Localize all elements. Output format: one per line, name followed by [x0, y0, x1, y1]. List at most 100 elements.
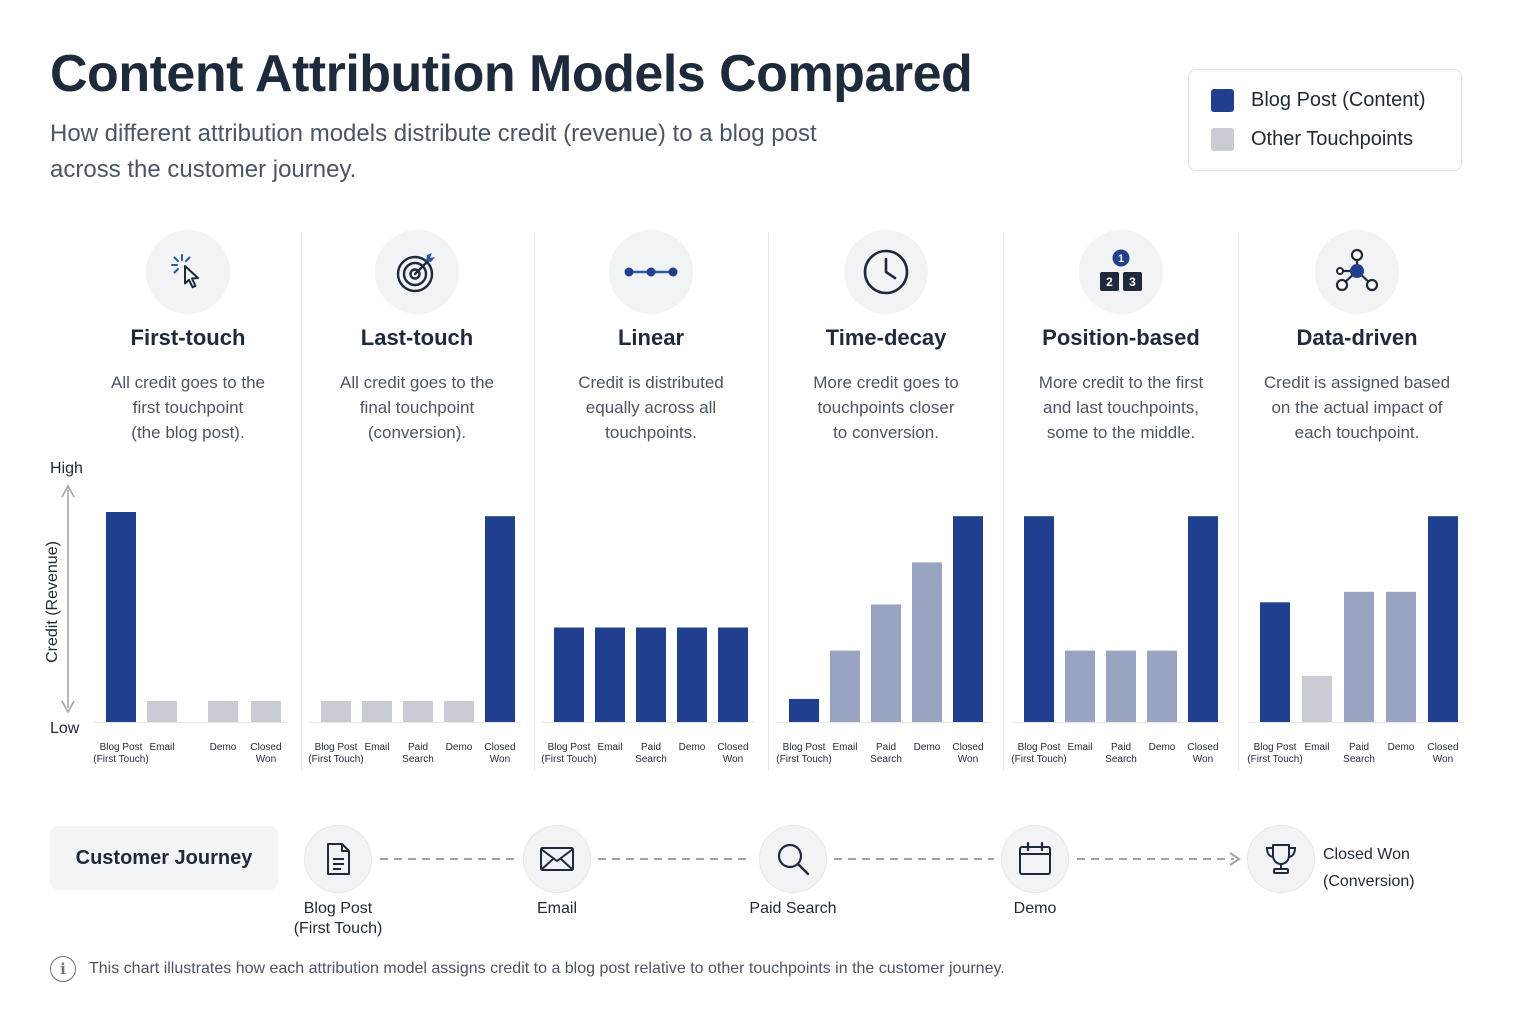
panel-divider — [301, 232, 302, 770]
attribution-charts: High Low Credit (Revenue) Blog Post (Firs… — [44, 460, 1464, 765]
model-description-linear: Credit is distributed equally across all… — [578, 373, 724, 442]
x-tick-label: Blog Post (First Touch) — [308, 742, 363, 765]
model-title-position-based: Position-based — [1042, 325, 1200, 350]
bar-position-based-2 — [1065, 650, 1095, 722]
document-icon — [304, 825, 372, 893]
legend-swatch-blog-post — [1211, 89, 1234, 112]
model-panel-position-based: 1 2 3 Position-based More credit to the … — [1011, 230, 1231, 770]
panel-divider — [1238, 232, 1239, 770]
bar-last-touch-3 — [403, 701, 433, 722]
x-tick-label: Blog Post (First Touch) — [93, 742, 148, 765]
x-tick-label: Demo — [1149, 742, 1176, 753]
model-description-position-based: More credit to the first and last touchp… — [1038, 373, 1204, 442]
bar-linear-1 — [554, 627, 584, 722]
x-tick-label: Closed Won — [952, 742, 983, 765]
podium-icon: 1 2 3 — [1079, 230, 1163, 314]
bar-position-based-3 — [1106, 650, 1136, 722]
x-tick-label: Closed Won — [1187, 742, 1218, 765]
x-tick-label: Email — [597, 742, 622, 753]
bar-linear-5 — [718, 627, 748, 722]
bar-linear-2 — [595, 627, 625, 722]
x-tick-label: Demo — [914, 742, 941, 753]
page-title: Content Attribution Models Compared — [50, 45, 973, 103]
model-title-data-driven: Data-driven — [1296, 325, 1418, 350]
journey-step-label-demo: Demo — [1013, 900, 1057, 917]
model-title-linear: Linear — [617, 325, 685, 350]
model-description-data-driven: Credit is assigned based on the actual i… — [1263, 373, 1451, 442]
bar-time-decay-5 — [953, 516, 983, 722]
legend-item-blog-post: Blog Post (Content) — [1211, 89, 1426, 112]
x-tick-label: Demo — [210, 742, 237, 753]
bar-time-decay-1 — [789, 698, 819, 722]
panel-divider — [768, 232, 769, 770]
y-axis-arrow-up — [61, 484, 75, 498]
journey-step-label-blog-post: Blog Post (First Touch) — [293, 900, 383, 937]
legend-swatch-other-touchpoints — [1211, 128, 1234, 151]
bar-last-touch-2 — [362, 701, 392, 722]
magnifier-icon — [759, 825, 827, 893]
target-icon — [375, 230, 459, 314]
legend-label-blog-post: Blog Post (Content) — [1251, 89, 1426, 111]
x-tick-label: Closed Won — [1427, 742, 1458, 765]
bar-data-driven-1 — [1260, 602, 1290, 722]
bar-first-touch-4 — [208, 701, 238, 722]
bar-first-touch-2 — [147, 701, 177, 722]
x-tick-label: Closed Won — [250, 742, 281, 765]
model-panel-last-touch: Last-touch All credit goes to the final … — [307, 230, 527, 770]
x-tick-label: Email — [364, 742, 389, 753]
bar-data-driven-5 — [1428, 516, 1458, 722]
x-tick-label: Paid Search — [1343, 742, 1375, 765]
podium-number-3: 3 — [1129, 275, 1136, 289]
cursor-click-icon — [146, 230, 230, 314]
journey-arrowhead — [1229, 852, 1241, 866]
x-tick-label: Email — [832, 742, 857, 753]
y-axis-high-label: High — [50, 460, 83, 477]
model-title-time-decay: Time-decay — [825, 325, 947, 350]
bar-first-touch-1 — [106, 512, 136, 722]
x-tick-label: Email — [149, 742, 174, 753]
model-panel-time-decay: Time-decay More credit goes to touchpoin… — [776, 230, 996, 770]
legend-label-other-touchpoints: Other Touchpoints — [1251, 128, 1413, 150]
model-title-first-touch: First-touch — [130, 325, 246, 350]
network-icon — [1315, 230, 1399, 314]
journey-step-label-email: Email — [536, 900, 577, 917]
model-title-last-touch: Last-touch — [360, 325, 474, 350]
envelope-icon — [523, 825, 591, 893]
model-description-first-touch: All credit goes to the first touchpoint … — [110, 373, 266, 442]
customer-journey-title: Customer Journey — [50, 826, 278, 890]
bar-time-decay-3 — [871, 604, 901, 722]
x-tick-label: Demo — [446, 742, 473, 753]
x-tick-label: Demo — [1388, 742, 1415, 753]
model-description-last-touch: All credit goes to the final touchpoint … — [339, 373, 495, 442]
bar-data-driven-3 — [1344, 591, 1374, 722]
y-axis-label: Credit (Revenue) — [44, 541, 61, 663]
calendar-icon — [1001, 825, 1069, 893]
bar-data-driven-2 — [1302, 675, 1332, 722]
bar-last-touch-4 — [444, 701, 474, 722]
x-tick-label: Email — [1304, 742, 1329, 753]
journey-step-label-paid-search: Paid Search — [749, 900, 837, 917]
model-panel-linear: Linear Credit is distributed equally acr… — [541, 230, 761, 770]
model-panel-first-touch: First-touch All credit goes to the first… — [78, 230, 298, 770]
x-tick-label: Blog Post (First Touch) — [776, 742, 831, 765]
bar-first-touch-5 — [251, 701, 281, 722]
model-panel-data-driven: Data-driven Credit is assigned based on … — [1247, 230, 1467, 770]
info-icon: i — [50, 956, 76, 982]
bar-linear-4 — [677, 627, 707, 722]
page-subtitle: How different attribution models distrib… — [50, 120, 817, 183]
x-tick-label: Closed Won — [484, 742, 515, 765]
bar-position-based-4 — [1147, 650, 1177, 722]
journey-step-label-closed-won: Closed Won (Conversion) — [1323, 846, 1415, 890]
clock-icon — [844, 230, 928, 314]
x-tick-label: Blog Post (First Touch) — [541, 742, 596, 765]
footnote: i This chart illustrates how each attrib… — [50, 956, 1005, 982]
y-axis-low-label: Low — [50, 720, 80, 737]
bar-position-based-5 — [1188, 516, 1218, 722]
chart-legend: Blog Post (Content) Other Touchpoints — [1188, 69, 1462, 171]
x-tick-label: Blog Post (First Touch) — [1247, 742, 1302, 765]
panel-divider — [534, 232, 535, 770]
bar-last-touch-5 — [485, 516, 515, 722]
x-tick-label: Blog Post (First Touch) — [1011, 742, 1066, 765]
x-tick-label: Demo — [679, 742, 706, 753]
bar-position-based-1 — [1024, 516, 1054, 722]
